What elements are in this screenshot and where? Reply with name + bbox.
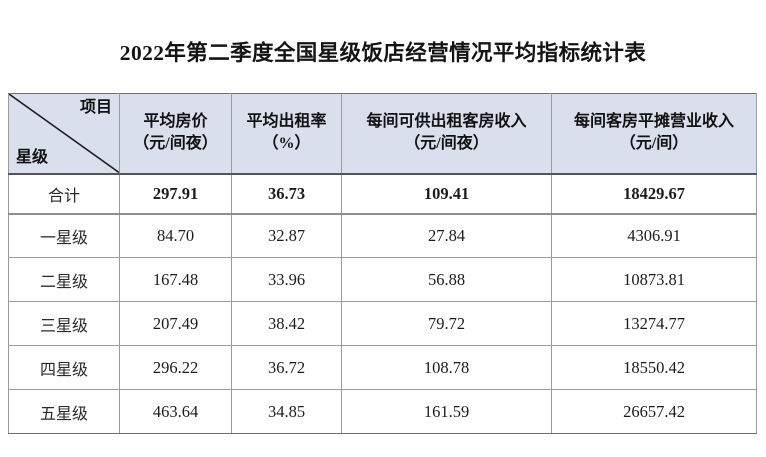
cell-occupancy-rate: 34.85 xyxy=(231,389,342,434)
statistics-table: 项目 星级 平均房价 （元/间夜） 平均出租率 （%） 每间可供出租客房收入 （… xyxy=(8,93,757,434)
table-row: 五星级 463.64 34.85 161.59 26657.42 xyxy=(8,389,757,434)
cell-revpor: 4306.91 xyxy=(551,213,757,258)
row-label: 四星级 xyxy=(8,345,120,390)
cell-occupancy-rate: 32.87 xyxy=(231,213,342,258)
column-header-line1: 平均出租率 xyxy=(246,112,327,130)
cell-revpor: 10873.81 xyxy=(551,257,757,302)
column-header-avg-room-rate: 平均房价 （元/间夜） xyxy=(119,93,232,175)
row-label: 合计 xyxy=(8,173,120,215)
cell-avg-room-rate: 167.48 xyxy=(119,257,232,302)
table-row: 二星级 167.48 33.96 56.88 10873.81 xyxy=(8,257,757,302)
cell-revpar: 27.84 xyxy=(341,213,552,258)
cell-revpar: 79.72 xyxy=(341,301,552,346)
header-row: 项目 星级 平均房价 （元/间夜） 平均出租率 （%） 每间可供出租客房收入 （… xyxy=(8,93,757,175)
column-header-line1: 每间客房平摊营业收入 xyxy=(573,112,734,130)
cell-occupancy-rate: 36.73 xyxy=(231,173,342,215)
table-row: 三星级 207.49 38.42 79.72 13274.77 xyxy=(8,301,757,346)
cell-revpor: 13274.77 xyxy=(551,301,757,346)
column-header-occupancy-rate: 平均出租率 （%） xyxy=(231,93,342,175)
cell-avg-room-rate: 84.70 xyxy=(119,213,232,258)
diagonal-divider-icon xyxy=(9,94,119,172)
table-header: 项目 星级 平均房价 （元/间夜） 平均出租率 （%） 每间可供出租客房收入 （… xyxy=(8,93,757,175)
page-title: 2022年第二季度全国星级饭店经营情况平均指标统计表 xyxy=(119,41,647,65)
cell-revpar: 108.78 xyxy=(341,345,552,390)
cell-occupancy-rate: 38.42 xyxy=(231,301,342,346)
cell-revpor: 18550.42 xyxy=(551,345,757,390)
cell-revpar: 109.41 xyxy=(341,173,552,215)
cell-occupancy-rate: 33.96 xyxy=(231,257,342,302)
table-body: 合计 297.91 36.73 109.41 18429.67 一星级 84.7… xyxy=(8,173,757,434)
cell-avg-room-rate: 463.64 xyxy=(119,389,232,434)
row-label: 三星级 xyxy=(8,301,120,346)
column-header-line2: （元/间夜） xyxy=(404,135,489,153)
table-row: 四星级 296.22 36.72 108.78 18550.42 xyxy=(8,345,757,390)
corner-label-item: 项目 xyxy=(79,99,112,116)
row-label: 二星级 xyxy=(8,257,120,302)
column-header-line1: 平均房价 xyxy=(143,112,208,130)
table-row: 一星级 84.70 32.87 27.84 4306.91 xyxy=(8,213,757,258)
corner-label-star-level: 星级 xyxy=(16,148,49,166)
column-header-revpar: 每间可供出租客房收入 （元/间夜） xyxy=(341,93,552,175)
corner-header-cell: 项目 星级 xyxy=(8,93,120,175)
cell-revpar: 161.59 xyxy=(341,389,552,434)
cell-avg-room-rate: 207.49 xyxy=(119,301,232,346)
cell-avg-room-rate: 297.91 xyxy=(119,173,232,215)
table-row: 合计 297.91 36.73 109.41 18429.67 xyxy=(8,173,757,215)
column-header-line2: （元/间） xyxy=(619,135,689,153)
row-label: 一星级 xyxy=(8,213,120,258)
cell-occupancy-rate: 36.72 xyxy=(231,345,342,390)
cell-revpor: 18429.67 xyxy=(551,173,757,215)
row-label: 五星级 xyxy=(8,389,120,434)
cell-revpar: 56.88 xyxy=(341,257,552,302)
cell-avg-room-rate: 296.22 xyxy=(119,345,232,390)
column-header-line2: （元/间夜） xyxy=(133,135,218,153)
statistics-table-container: 项目 星级 平均房价 （元/间夜） 平均出租率 （%） 每间可供出租客房收入 （… xyxy=(8,93,757,434)
column-header-line1: 每间可供出租客房收入 xyxy=(366,112,527,130)
column-header-revpor: 每间客房平摊营业收入 （元/间） xyxy=(551,93,757,175)
cell-revpor: 26657.42 xyxy=(551,389,757,434)
column-header-line2: （%） xyxy=(262,135,311,153)
